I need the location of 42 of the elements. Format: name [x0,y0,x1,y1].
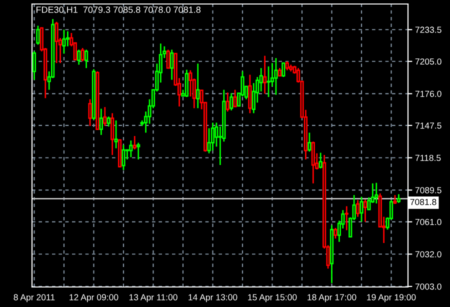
candlestick [210,122,215,152]
candlestick [184,69,189,98]
candlestick [132,135,136,150]
candlestick [84,48,88,69]
candlestick [230,92,234,112]
y-tick-label: 7089.5 [415,187,442,194]
candlestick [248,74,252,114]
candlestick [266,66,270,98]
candlestick [196,62,200,109]
candlestick [110,112,114,156]
y-tick-label: 7118.5 [415,154,441,162]
candlestick [360,196,364,223]
x-tick-label: 18 Apr 17:00 [308,294,356,302]
candlestick [233,89,237,108]
y-tick-label: 7032.0 [415,251,442,258]
candlestick [80,47,84,62]
chart-title: FDE30,H1 7079.3 7085.8 7078.0 7081.8 [36,6,201,14]
candlestick [62,28,66,54]
candlestick [282,62,286,78]
x-tick-label: 14 Apr 13:00 [188,294,238,302]
candlestick [166,48,170,70]
candlestick [136,142,140,160]
y-tick-label: 7147.5 [415,122,442,129]
candlestick [274,57,278,96]
ref-line-label: 7081.8 [410,198,436,206]
x-tick-label: 13 Apr 11:00 [129,294,178,302]
y-tick-label: 7003.0 [415,284,442,290]
x-tick-label: 12 Apr 09:00 [70,294,118,302]
candlestick [363,198,368,223]
y-tick-label: 7205.0 [415,58,442,65]
candlestick [311,140,315,184]
x-tick-label: 8 Apr 2011 [14,294,55,302]
y-tick-label: 7176.0 [415,90,442,97]
y-tick-label: 7061.0 [415,218,442,226]
candlestick [129,140,133,158]
x-tick-label: 19 Apr 19:00 [367,294,416,302]
x-tick-label: 15 Apr 15:00 [248,294,297,302]
candlestick [32,50,36,80]
candlestick [356,199,360,218]
candlestick [263,55,267,94]
y-tick-label: 7233.5 [415,26,442,33]
candlestick [103,106,107,127]
